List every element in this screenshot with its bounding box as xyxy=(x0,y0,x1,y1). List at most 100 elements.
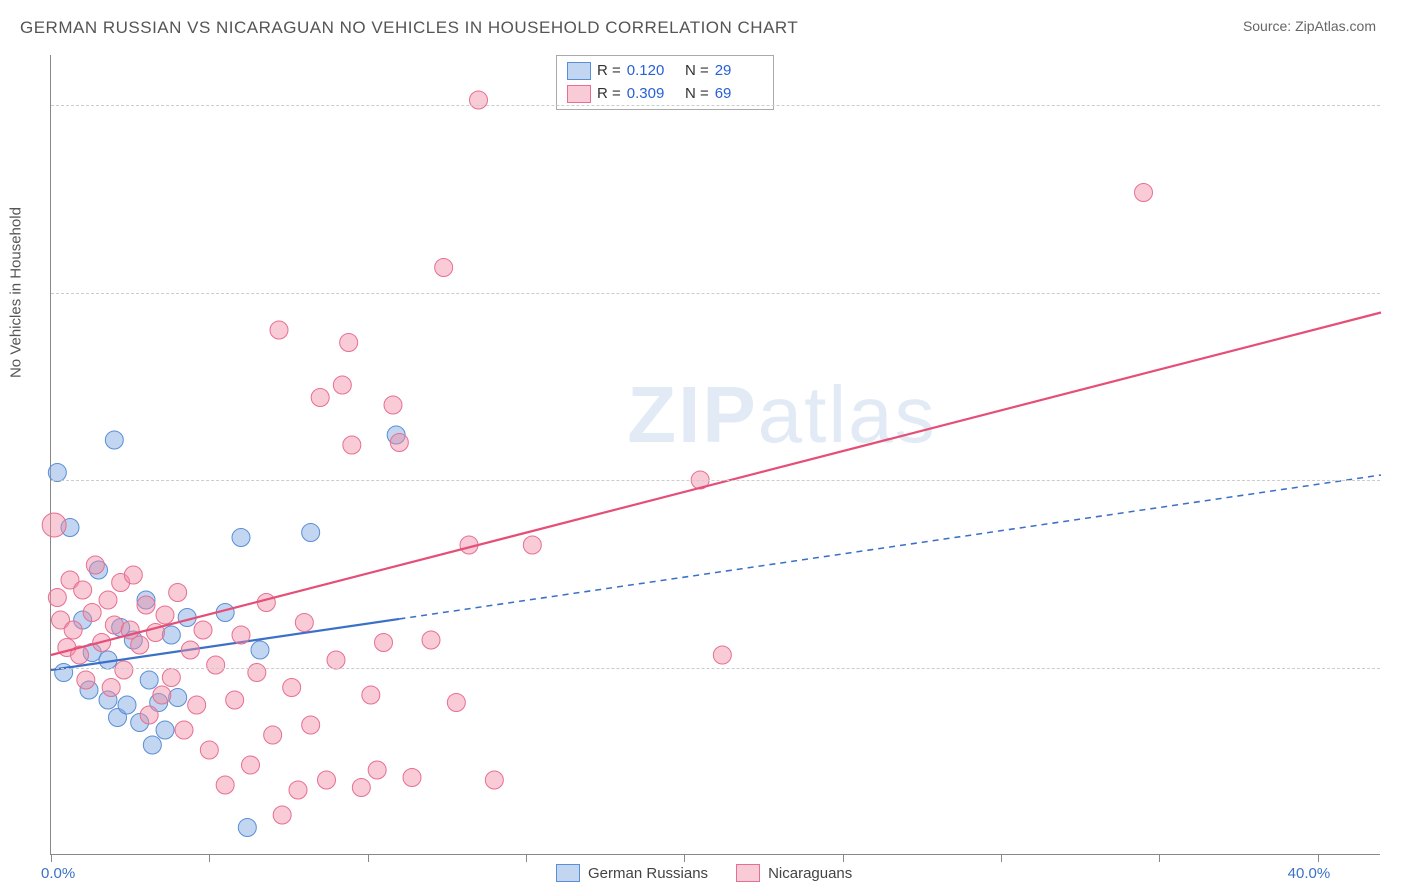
legend-swatch xyxy=(567,85,591,103)
data-point xyxy=(232,626,250,644)
data-point xyxy=(216,776,234,794)
data-point xyxy=(295,614,313,632)
legend-swatch xyxy=(736,864,760,882)
grid-line xyxy=(51,293,1380,294)
legend-series-item: German Russians xyxy=(556,864,708,882)
data-point xyxy=(153,686,171,704)
data-point xyxy=(105,431,123,449)
data-point xyxy=(257,594,275,612)
data-point xyxy=(273,806,291,824)
data-point xyxy=(48,464,66,482)
trend-line-dashed xyxy=(399,475,1381,619)
data-point xyxy=(251,641,269,659)
data-point xyxy=(207,656,225,674)
legend-series: German Russians Nicaraguans xyxy=(556,864,852,882)
data-point xyxy=(137,596,155,614)
stat-r-label: R = xyxy=(597,83,621,106)
data-point xyxy=(390,434,408,452)
x-tick xyxy=(1318,854,1319,862)
data-point xyxy=(713,646,731,664)
data-point xyxy=(270,321,288,339)
y-tick-label: 22.5% xyxy=(1390,284,1406,301)
data-point xyxy=(242,756,260,774)
data-point xyxy=(140,671,158,689)
data-point xyxy=(169,689,187,707)
data-point xyxy=(302,716,320,734)
x-tick-label: 0.0% xyxy=(41,865,75,882)
data-point xyxy=(77,671,95,689)
data-point xyxy=(384,396,402,414)
data-point xyxy=(42,513,66,537)
data-point xyxy=(102,679,120,697)
data-point xyxy=(238,819,256,837)
legend-swatch xyxy=(556,864,580,882)
data-point xyxy=(327,651,345,669)
data-point xyxy=(64,621,82,639)
data-point xyxy=(105,616,123,634)
data-point xyxy=(48,589,66,607)
data-point xyxy=(131,636,149,654)
data-point xyxy=(194,621,212,639)
data-point xyxy=(470,91,488,109)
grid-line xyxy=(51,668,1380,669)
data-point xyxy=(156,606,174,624)
stat-r-label: R = xyxy=(597,60,621,83)
grid-line xyxy=(51,480,1380,481)
data-point xyxy=(169,584,187,602)
x-tick xyxy=(1001,854,1002,862)
x-tick xyxy=(526,854,527,862)
data-point xyxy=(86,556,104,574)
data-point xyxy=(264,726,282,744)
y-axis-title: No Vehicles in Household xyxy=(8,207,25,378)
data-point xyxy=(362,686,380,704)
data-point xyxy=(143,736,161,754)
data-point xyxy=(422,631,440,649)
data-point xyxy=(226,691,244,709)
trend-line xyxy=(51,313,1381,656)
data-point xyxy=(352,779,370,797)
x-tick xyxy=(209,854,210,862)
data-point xyxy=(99,591,117,609)
data-point xyxy=(140,706,158,724)
legend-stat-row: R = 0.120 N = 29 xyxy=(567,60,763,83)
chart-title: GERMAN RUSSIAN VS NICARAGUAN NO VEHICLES… xyxy=(20,18,798,38)
scatter-svg xyxy=(51,55,1380,854)
data-point xyxy=(368,761,386,779)
y-tick-label: 30.0% xyxy=(1390,97,1406,114)
data-point xyxy=(232,529,250,547)
data-point xyxy=(175,721,193,739)
data-point xyxy=(403,769,421,787)
stat-n-label: N = xyxy=(681,83,709,106)
data-point xyxy=(200,741,218,759)
data-point xyxy=(83,604,101,622)
stat-r-value: 0.120 xyxy=(627,60,675,83)
legend-series-item: Nicaraguans xyxy=(736,864,852,882)
x-tick xyxy=(51,854,52,862)
data-point xyxy=(181,641,199,659)
stat-r-value: 0.309 xyxy=(627,83,675,106)
grid-line xyxy=(51,105,1380,106)
x-tick xyxy=(684,854,685,862)
data-point xyxy=(283,679,301,697)
stat-n-value: 29 xyxy=(715,60,763,83)
data-point xyxy=(523,536,541,554)
stat-n-value: 69 xyxy=(715,83,763,106)
data-point xyxy=(115,661,133,679)
data-point xyxy=(289,781,307,799)
data-point xyxy=(485,771,503,789)
data-point xyxy=(248,664,266,682)
data-point xyxy=(156,721,174,739)
legend-correlation-box: R = 0.120 N = 29 R = 0.309 N = 69 xyxy=(556,55,774,110)
legend-stat-row: R = 0.309 N = 69 xyxy=(567,83,763,106)
legend-series-label: Nicaraguans xyxy=(768,865,852,882)
legend-series-label: German Russians xyxy=(588,865,708,882)
data-point xyxy=(435,259,453,277)
data-point xyxy=(311,389,329,407)
data-point xyxy=(343,436,361,454)
data-point xyxy=(74,581,92,599)
data-point xyxy=(1135,184,1153,202)
x-tick xyxy=(368,854,369,862)
data-point xyxy=(162,669,180,687)
legend-swatch xyxy=(567,62,591,80)
data-point xyxy=(340,334,358,352)
